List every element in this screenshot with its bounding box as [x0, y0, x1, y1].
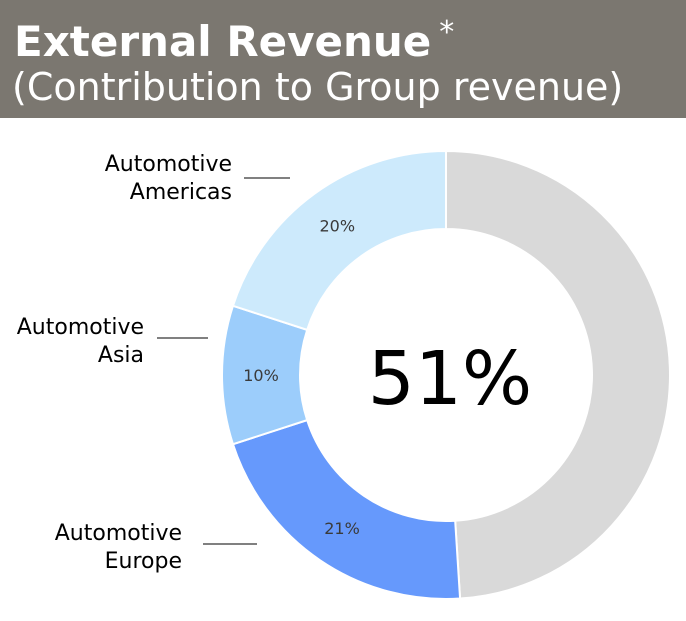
segment-automotive-europe — [231, 418, 462, 600]
value-label-automotive-americas: 20% — [319, 216, 355, 235]
category-labels: Automotive Europe Automotive Asia Automotive… — [17, 152, 232, 574]
category-label-automotive-asia: Automotive Asia — [17, 315, 144, 368]
value-label-automotive-asia: 10% — [243, 366, 279, 385]
leader-lines — [157, 177, 290, 545]
chart-subtitle: (Contribution to Group revenue) — [12, 65, 624, 109]
segment-value-labels: 21% 10% 20% — [243, 216, 360, 538]
value-label-automotive-europe: 21% — [324, 519, 360, 538]
donut-segments — [220, 149, 671, 600]
title-banner: External Revenue * (Contribution to Group… — [0, 0, 686, 118]
category-label-automotive-americas: Automotive Americas — [105, 152, 232, 205]
title-asterisk: * — [439, 15, 455, 50]
segment-automotive-americas — [231, 149, 447, 332]
center-percentage-label: 51% — [368, 336, 532, 422]
chart-title: External Revenue * — [14, 8, 454, 67]
category-label-automotive-europe: Automotive Europe — [55, 521, 182, 574]
chart-title-text: External Revenue — [14, 17, 432, 66]
segment-remainder — [445, 149, 671, 600]
